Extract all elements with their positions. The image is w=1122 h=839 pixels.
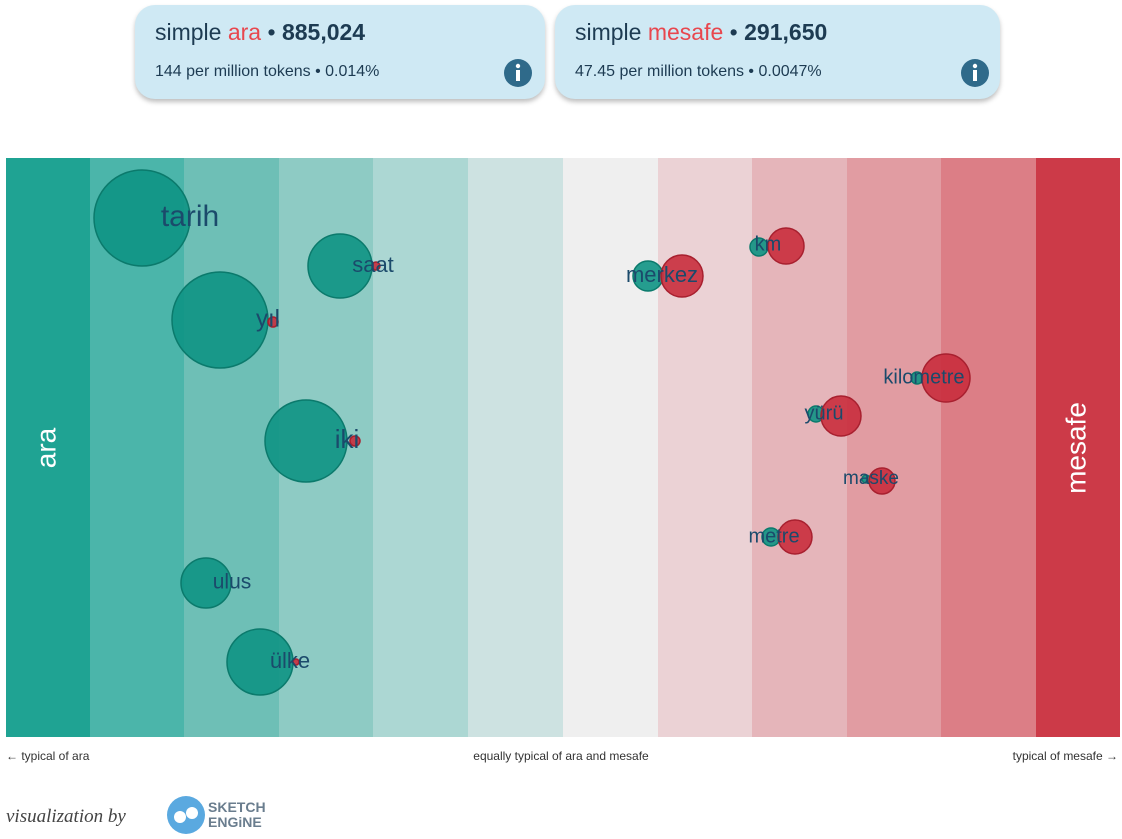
side-label: mesafe	[1060, 402, 1091, 494]
word: km	[755, 233, 782, 255]
per-million: 47.45 per million tokens	[575, 63, 744, 80]
footer-right: typical of mesafe →	[1012, 749, 1118, 763]
footer-left: ← typical of ara	[6, 749, 90, 763]
side-label: ara	[30, 427, 61, 468]
bubble-right	[371, 261, 381, 271]
bubble-left	[264, 399, 348, 483]
prefix: simple	[575, 19, 642, 45]
bubble-right	[820, 395, 862, 437]
logo-bottom: ENGiNE	[208, 814, 262, 830]
bubble-right	[767, 227, 805, 265]
percent: 0.0047%	[758, 63, 822, 80]
bubble-right	[921, 353, 971, 403]
bubble-left	[180, 557, 232, 609]
word: merkez	[626, 262, 698, 287]
word: metre	[748, 525, 799, 547]
word: yıl	[256, 305, 280, 332]
band	[373, 158, 468, 737]
credit: visualization by	[6, 806, 126, 827]
word: tarih	[161, 200, 219, 233]
per-million: 144 per million tokens	[155, 63, 311, 80]
word: saat	[352, 252, 394, 277]
card: simple mesafe • 291,650 47.45 per millio…	[555, 5, 1000, 99]
percent: 0.014%	[325, 63, 380, 80]
bubble-left	[171, 271, 269, 369]
info-icon[interactable]	[960, 58, 990, 88]
footer-center: equally typical of ara and mesafe	[473, 749, 649, 763]
info-icon[interactable]	[503, 58, 533, 88]
card-title: simple mesafe • 291,650	[575, 19, 828, 45]
lemma: mesafe	[647, 19, 724, 45]
logo-icon	[167, 796, 205, 834]
logo-top: SKETCH	[208, 799, 266, 815]
band	[6, 158, 90, 737]
card: simple ara • 885,024 144 per million tok…	[135, 5, 545, 99]
word: yürü	[805, 402, 844, 424]
bubble-right	[868, 467, 896, 495]
bubble-right	[777, 519, 813, 555]
band	[563, 158, 658, 737]
bubble-right	[292, 658, 300, 666]
logo: SKETCH ENGiNE	[208, 800, 266, 830]
prefix: simple	[155, 19, 222, 45]
bubble-right	[349, 435, 361, 447]
band	[658, 158, 752, 737]
card-stats: 47.45 per million tokens • 0.0047%	[575, 63, 822, 80]
word: ülke	[270, 648, 310, 673]
word: ulus	[213, 571, 252, 594]
bubble-right	[660, 254, 704, 298]
visualization: ara mesafe tarih saat yıl iki ulus ülke merkez km…	[6, 158, 1120, 737]
card-stats: 144 per million tokens • 0.014%	[155, 63, 380, 80]
lemma: ara	[227, 19, 262, 45]
bubble-left	[93, 169, 191, 267]
band	[941, 158, 1036, 737]
word: maske	[843, 468, 899, 489]
word: iki	[335, 424, 360, 454]
band	[1036, 158, 1120, 737]
word: kilometre	[883, 366, 964, 388]
card-title: simple ara • 885,024	[155, 19, 366, 45]
count: 885,024	[281, 19, 366, 45]
band	[468, 158, 563, 737]
count: 291,650	[744, 19, 828, 45]
bubble-right	[267, 316, 279, 328]
band	[847, 158, 941, 737]
